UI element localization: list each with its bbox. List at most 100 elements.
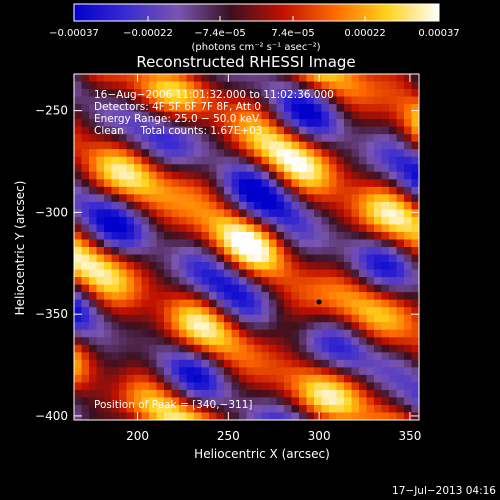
heatmap-cell <box>126 201 135 210</box>
heatmap-cell <box>276 359 285 368</box>
heatmap-cell <box>119 359 128 368</box>
heatmap-cell <box>126 284 135 293</box>
heatmap-cell <box>179 216 188 226</box>
heatmap-cell <box>209 367 218 376</box>
heatmap-cell <box>111 171 120 180</box>
heatmap-cell <box>284 194 293 203</box>
heatmap-cell <box>299 126 308 135</box>
heatmap-cell <box>299 239 308 248</box>
heatmap-cell <box>201 322 210 331</box>
heatmap-cell <box>96 231 105 241</box>
heatmap-cell <box>336 307 345 316</box>
heatmap-cell <box>201 329 210 338</box>
heatmap-cell <box>156 194 165 203</box>
heatmap-cell <box>231 397 240 406</box>
heatmap-cell <box>291 209 300 218</box>
heatmap-cell <box>396 149 405 158</box>
heatmap-cell <box>359 89 368 98</box>
heatmap-cell <box>104 404 113 414</box>
heatmap-cell <box>404 329 413 338</box>
heatmap-cell <box>404 389 413 399</box>
heatmap-cell <box>261 149 270 158</box>
heatmap-cell <box>404 104 413 113</box>
heatmap-cell <box>336 247 345 256</box>
heatmap-cell <box>351 382 360 391</box>
heatmap-cell <box>134 404 143 414</box>
heatmap-cell <box>411 239 419 248</box>
heatmap-cell <box>314 344 323 353</box>
heatmap-cell <box>74 352 83 361</box>
heatmap-cell <box>104 224 113 233</box>
heatmap-cell <box>374 194 383 203</box>
heatmap-cell <box>321 164 330 173</box>
heatmap-cell <box>104 352 113 361</box>
heatmap-cell <box>381 374 390 383</box>
heatmap-cell <box>149 179 158 188</box>
heatmap-cell <box>284 89 293 98</box>
x-tick-label: 300 <box>308 429 331 443</box>
heatmap-cell <box>216 201 225 210</box>
heatmap-cell <box>231 337 240 346</box>
heatmap-cell <box>141 277 150 286</box>
heatmap-cell <box>231 216 240 226</box>
heatmap-cell <box>164 262 173 271</box>
heatmap-cell <box>314 141 323 150</box>
heatmap-cell <box>404 374 413 383</box>
heatmap-cell <box>276 96 285 105</box>
heatmap-cell <box>111 239 120 248</box>
heatmap-cell <box>141 96 150 105</box>
heatmap-cell <box>396 382 405 391</box>
heatmap-cell <box>374 337 383 346</box>
heatmap-cell <box>299 299 308 308</box>
heatmap-cell <box>179 209 188 218</box>
heatmap-cell <box>351 359 360 368</box>
heatmap-cell <box>396 367 405 376</box>
heatmap-cell <box>96 216 105 226</box>
heatmap-cell <box>141 337 150 346</box>
heatmap-cell <box>299 104 308 113</box>
heatmap-cell <box>134 104 143 113</box>
heatmap-cell <box>359 164 368 173</box>
heatmap-cell <box>291 284 300 293</box>
heatmap-cell <box>194 89 203 98</box>
heatmap-cell <box>149 126 158 135</box>
heatmap-cell <box>209 292 218 301</box>
heatmap-cell <box>126 397 135 406</box>
heatmap-cell <box>179 322 188 331</box>
heatmap-cell <box>149 382 158 391</box>
heatmap-cell <box>276 277 285 286</box>
heatmap-cell <box>374 224 383 233</box>
heatmap-cell <box>81 209 90 218</box>
heatmap-cell <box>381 119 390 128</box>
heatmap-cell <box>239 254 248 263</box>
heatmap-cell <box>389 262 398 271</box>
heatmap-cell <box>411 352 419 361</box>
heatmap-cell <box>156 89 165 98</box>
heatmap-cell <box>179 186 188 195</box>
heatmap-cell <box>194 104 203 113</box>
heatmap-cell <box>149 307 158 316</box>
heatmap-cell <box>381 194 390 203</box>
heatmap-cell <box>299 96 308 105</box>
heatmap-cell <box>404 74 413 83</box>
heatmap-cell <box>261 141 270 150</box>
heatmap-cell <box>96 171 105 180</box>
heatmap-cell <box>404 307 413 316</box>
heatmap-cell <box>104 412 113 420</box>
heatmap-cell <box>291 194 300 203</box>
heatmap-cell <box>246 412 255 420</box>
heatmap-cell <box>111 254 120 263</box>
heatmap-cell <box>306 194 315 203</box>
heatmap-cell <box>261 171 270 180</box>
heatmap-cell <box>119 179 128 188</box>
heatmap-cell <box>366 382 375 391</box>
heatmap-cell <box>381 344 390 353</box>
heatmap-cell <box>111 397 120 406</box>
heatmap-cell <box>261 269 270 278</box>
heatmap-cell <box>74 322 83 331</box>
heatmap-cell <box>321 352 330 361</box>
heatmap-cell <box>111 284 120 293</box>
heatmap-cell <box>366 209 375 218</box>
heatmap-cell <box>284 104 293 113</box>
heatmap-cell <box>209 254 218 263</box>
